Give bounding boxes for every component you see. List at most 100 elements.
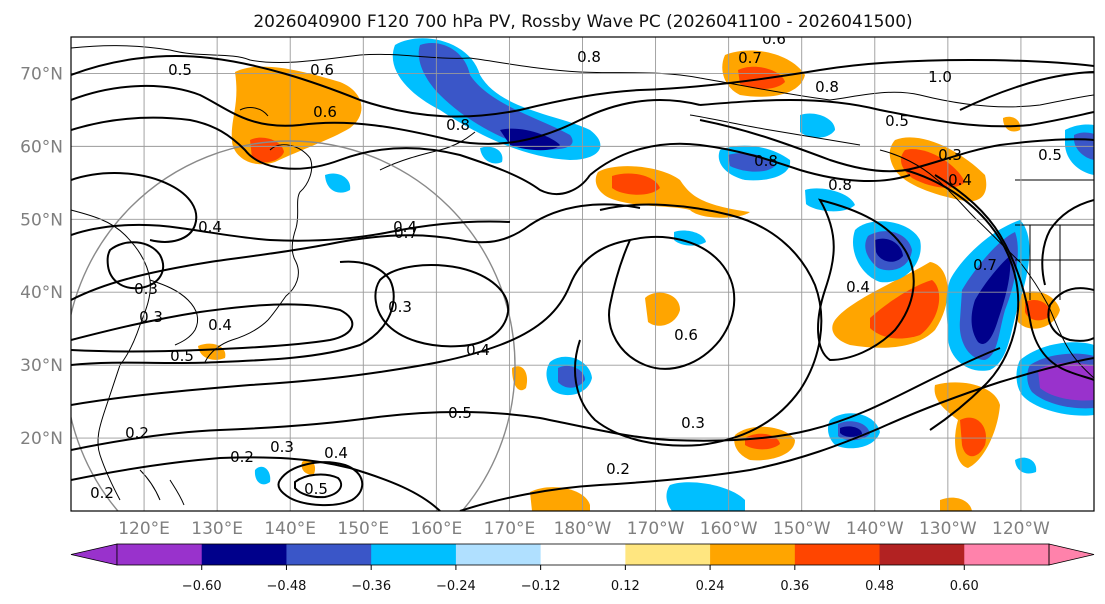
contour-line	[71, 116, 591, 195]
coastline	[97, 409, 121, 501]
contour-line	[71, 456, 441, 511]
contour-line	[71, 55, 641, 118]
anomaly-region	[666, 482, 745, 511]
contour-label: 0.5	[448, 404, 472, 422]
map-panel: 0.5 0.60.60.80.80.60.70.81.00.50.8 0.50.30…	[71, 30, 1094, 511]
coastline	[239, 107, 269, 117]
contour-label: 0.4	[948, 171, 972, 189]
anomaly-region	[800, 113, 835, 138]
contour-line	[71, 347, 1001, 451]
lat-tick-label: 40°N	[20, 283, 63, 303]
colorbar-tick-label: 0.48	[865, 579, 894, 594]
pv-contours	[71, 55, 1094, 511]
anomaly-region	[738, 66, 785, 89]
lon-tick-label: 170°W	[627, 519, 685, 539]
lon-tick-label: 150°W	[773, 519, 831, 539]
colorbar-segment	[201, 544, 287, 565]
colorbar-tick-label: −0.48	[267, 579, 307, 594]
colorbar-tick-label: −0.12	[521, 579, 561, 594]
anomaly-region	[870, 280, 940, 339]
contour-line	[106, 241, 165, 290]
colorbar-segment	[879, 544, 965, 565]
lat-tick-label: 50°N	[20, 210, 63, 230]
lon-tick-label: 160°E	[411, 519, 463, 539]
contour-label: 0.3	[139, 308, 163, 326]
contour-line	[934, 174, 1094, 381]
contour-label: 0.3	[388, 298, 412, 316]
colorbar-tick-label: −0.36	[351, 579, 391, 594]
contour-line	[1047, 287, 1094, 342]
coastline	[1019, 261, 1094, 379]
lat-tick-label: 20°N	[20, 429, 63, 449]
coastline	[469, 57, 1094, 108]
coastline	[879, 149, 1021, 263]
anomaly-region	[512, 366, 528, 391]
anomaly-region	[1038, 362, 1094, 401]
colorbar-tick-label: −0.60	[182, 579, 222, 594]
contour-label: 0.6	[310, 61, 334, 79]
anomaly-region	[645, 292, 680, 326]
lat-tick-label: 60°N	[20, 137, 63, 157]
contour-line	[639, 58, 1094, 91]
contour-label: 0.8	[828, 176, 852, 194]
chart-title: 2026040900 F120 700 hPa PV, Rossby Wave …	[253, 12, 912, 32]
coastline	[689, 114, 861, 146]
latitude-tick-labels: 70°N 60°N 50°N 40°N 30°N 20°N	[20, 64, 63, 449]
contour-label: 0.2	[606, 460, 630, 478]
contour-label: 0.4	[208, 316, 232, 334]
colorbar-tick-label: 0.36	[780, 579, 809, 594]
lon-tick-label: 150°E	[337, 519, 389, 539]
anomaly-region	[418, 43, 573, 150]
colorbar-outline	[116, 543, 1050, 566]
contour-label: 0.5	[1038, 146, 1062, 164]
contour-line	[71, 239, 631, 406]
colorbar-segment	[625, 544, 711, 565]
contour-labels: 0.5 0.60.60.80.80.60.70.81.00.50.8 0.50.30…	[90, 30, 1062, 502]
projection-circle	[71, 140, 516, 511]
map-frame	[70, 36, 1095, 512]
colorbar-segment	[117, 544, 203, 565]
contour-line	[71, 203, 641, 301]
contour-label: 0.2	[90, 484, 114, 502]
colorbar-tick-label: −0.24	[436, 579, 476, 594]
contour-line	[817, 198, 915, 362]
contour-line	[574, 203, 823, 447]
contour-label: 0.7	[738, 49, 762, 67]
colorbar-segment	[371, 544, 457, 565]
lon-tick-label: 130°W	[919, 519, 977, 539]
anomaly-region	[971, 256, 1011, 344]
anomaly-region	[1025, 299, 1051, 321]
coastline	[267, 144, 313, 321]
contour-label: 0.5	[304, 480, 328, 498]
contour-line	[71, 303, 354, 353]
contour-label: 0.5	[885, 112, 909, 130]
contour-label: 0.7	[973, 256, 997, 274]
contour-line	[71, 260, 395, 366]
contour-label: 0.3	[938, 146, 962, 164]
contour-label: 0.6	[313, 103, 337, 121]
contour-label: 1.0	[928, 68, 952, 86]
colorbar-extend-high	[1048, 543, 1095, 566]
positive-anomaly-shading	[198, 50, 1060, 511]
coastline	[204, 319, 269, 363]
contour-line	[71, 84, 701, 145]
lat-tick-label: 30°N	[20, 356, 63, 376]
colorbar-tick-label: 0.12	[611, 579, 640, 594]
contour-line	[71, 220, 511, 242]
contour-line	[904, 169, 1020, 431]
contour-label: 0.5	[168, 61, 192, 79]
contour-label: 0.3	[134, 280, 158, 298]
contour-line	[608, 235, 736, 370]
contour-line	[699, 119, 1094, 173]
contour-label: 0.2	[230, 448, 254, 466]
contour-label: 0.6	[762, 30, 786, 48]
contour-label: 0.8	[577, 48, 601, 66]
lon-tick-label: 160°W	[700, 519, 758, 539]
anomaly-region	[960, 417, 986, 457]
contour-label: 0.4	[846, 278, 870, 296]
coastline	[71, 209, 151, 411]
anomaly-region	[480, 146, 503, 164]
coastline	[149, 279, 199, 346]
contour-line	[1041, 199, 1094, 286]
